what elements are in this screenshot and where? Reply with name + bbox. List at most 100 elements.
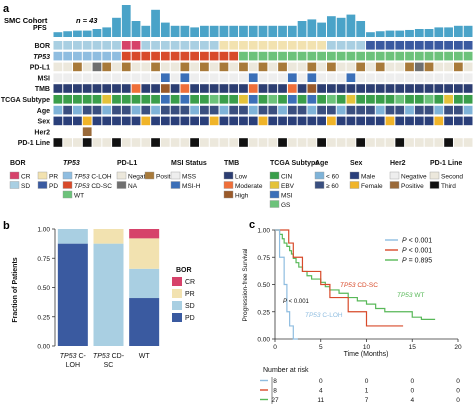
heatmap-cell — [151, 41, 160, 50]
heatmap-cell — [385, 95, 395, 104]
heatmap-cell — [219, 84, 229, 93]
heatmap-cell — [63, 73, 73, 82]
risk-count: 0 — [319, 378, 323, 385]
heatmap-cell — [268, 116, 278, 126]
heatmap-cell — [297, 41, 307, 50]
legend-title-tmb: TMB — [224, 160, 239, 167]
bar-segment-pr — [93, 229, 124, 244]
heatmap-cell — [121, 116, 131, 126]
heatmap-cell — [444, 105, 453, 115]
legend-swatch — [429, 181, 440, 189]
heatmap-cell — [229, 41, 239, 50]
heatmap-cell — [326, 73, 336, 82]
pfs-bar — [92, 29, 102, 37]
heatmap-cell — [131, 116, 141, 126]
heatmap-cell — [434, 105, 444, 115]
y-tick-label: 0.50 — [37, 285, 50, 292]
heatmap-cell — [112, 84, 121, 93]
heatmap-cell — [209, 51, 219, 61]
heatmap-cell — [121, 73, 131, 82]
heatmap-cell — [170, 62, 180, 72]
pfs-label: PFS — [33, 25, 47, 32]
heatmap-cell — [356, 73, 366, 82]
heatmap-cell — [434, 51, 444, 61]
heatmap-cell — [180, 51, 190, 61]
x-tick-label: 0 — [273, 344, 277, 351]
heatmap-cell — [200, 84, 209, 93]
risk-count: 0 — [410, 378, 414, 385]
legend-swatch — [62, 190, 73, 199]
heatmap-cell — [424, 138, 434, 147]
heatmap-cell — [200, 116, 209, 126]
heatmap-cell — [405, 62, 414, 72]
legend-item-label: Moderate — [235, 183, 263, 190]
km-line-tp53-c-loh — [275, 229, 298, 340]
pfs-bar — [170, 25, 180, 37]
heatmap-cell — [424, 41, 434, 50]
heatmap-cell — [82, 84, 92, 93]
heatmap-cell — [317, 116, 326, 126]
heatmap-cell — [200, 138, 209, 147]
heatmap-cell — [102, 51, 112, 61]
heatmap-cell — [82, 105, 92, 115]
heatmap-cell — [160, 62, 170, 72]
legend-swatch — [172, 289, 182, 298]
heatmap-cell — [92, 84, 102, 93]
heatmap-cell — [278, 84, 287, 93]
heatmap-cell — [112, 51, 121, 61]
legend-item-label: SD — [185, 303, 195, 310]
legend-swatch — [389, 181, 400, 189]
heatmap-cell — [375, 62, 385, 72]
heatmap-cell — [385, 84, 395, 93]
y-tick-label: 0.00 — [257, 337, 270, 344]
heatmap-cell — [258, 105, 268, 115]
y-tick-label: 0.25 — [37, 314, 50, 321]
legend-title: BOR — [176, 267, 192, 274]
legend-item-label: CR — [185, 279, 195, 286]
row-label-bor: BOR — [34, 43, 50, 50]
heatmap-cell — [141, 116, 151, 126]
heatmap-cell — [278, 51, 287, 61]
annotation-wt: TP53 WT — [397, 292, 424, 299]
risk-count: 1 — [365, 388, 369, 395]
heatmap-cell — [121, 138, 131, 147]
heatmap-cell — [405, 51, 414, 61]
pfs-bar — [444, 27, 453, 37]
heatmap-cell — [385, 138, 395, 147]
legend-swatch — [269, 181, 280, 189]
heatmap-cell — [190, 41, 200, 50]
heatmap-cell — [82, 138, 92, 147]
heatmap-cell — [278, 73, 287, 82]
heatmap-cell — [307, 138, 317, 147]
heatmap-cell — [414, 84, 424, 93]
panel-label-b: b — [3, 220, 10, 232]
legend-item-label: Male — [361, 173, 375, 180]
legend-title-pd1: PD-1 Line — [430, 160, 462, 167]
legend-item-label: P < 0.001 — [402, 248, 432, 255]
pfs-bar — [405, 29, 414, 37]
legend-title-pdl1: PD-L1 — [117, 160, 137, 167]
heatmap-cell — [317, 105, 326, 115]
heatmap-cell — [102, 138, 112, 147]
heatmap-cell — [121, 41, 131, 50]
heatmap-cell — [160, 51, 170, 61]
risk-count: 4 — [410, 397, 414, 404]
heatmap-cell — [268, 105, 278, 115]
heatmap-cell — [131, 138, 141, 147]
heatmap-cell — [444, 95, 453, 104]
heatmap-cell — [278, 41, 287, 50]
legend-item-label: PD — [185, 315, 195, 322]
heatmap-cell — [180, 138, 190, 147]
heatmap-cell — [219, 62, 229, 72]
legend-item-label: TP53 CD-SC — [74, 183, 112, 190]
heatmap-cell — [248, 41, 258, 50]
legend-item-label: PR — [49, 173, 58, 180]
heatmap-cell — [336, 41, 346, 50]
heatmap-cell — [405, 73, 414, 82]
heatmap-cell — [229, 73, 239, 82]
pfs-bar — [190, 27, 200, 37]
heatmap-cell — [258, 138, 268, 147]
heatmap-cell — [463, 138, 473, 147]
heatmap-cell — [278, 138, 287, 147]
legend-swatch — [223, 171, 234, 180]
